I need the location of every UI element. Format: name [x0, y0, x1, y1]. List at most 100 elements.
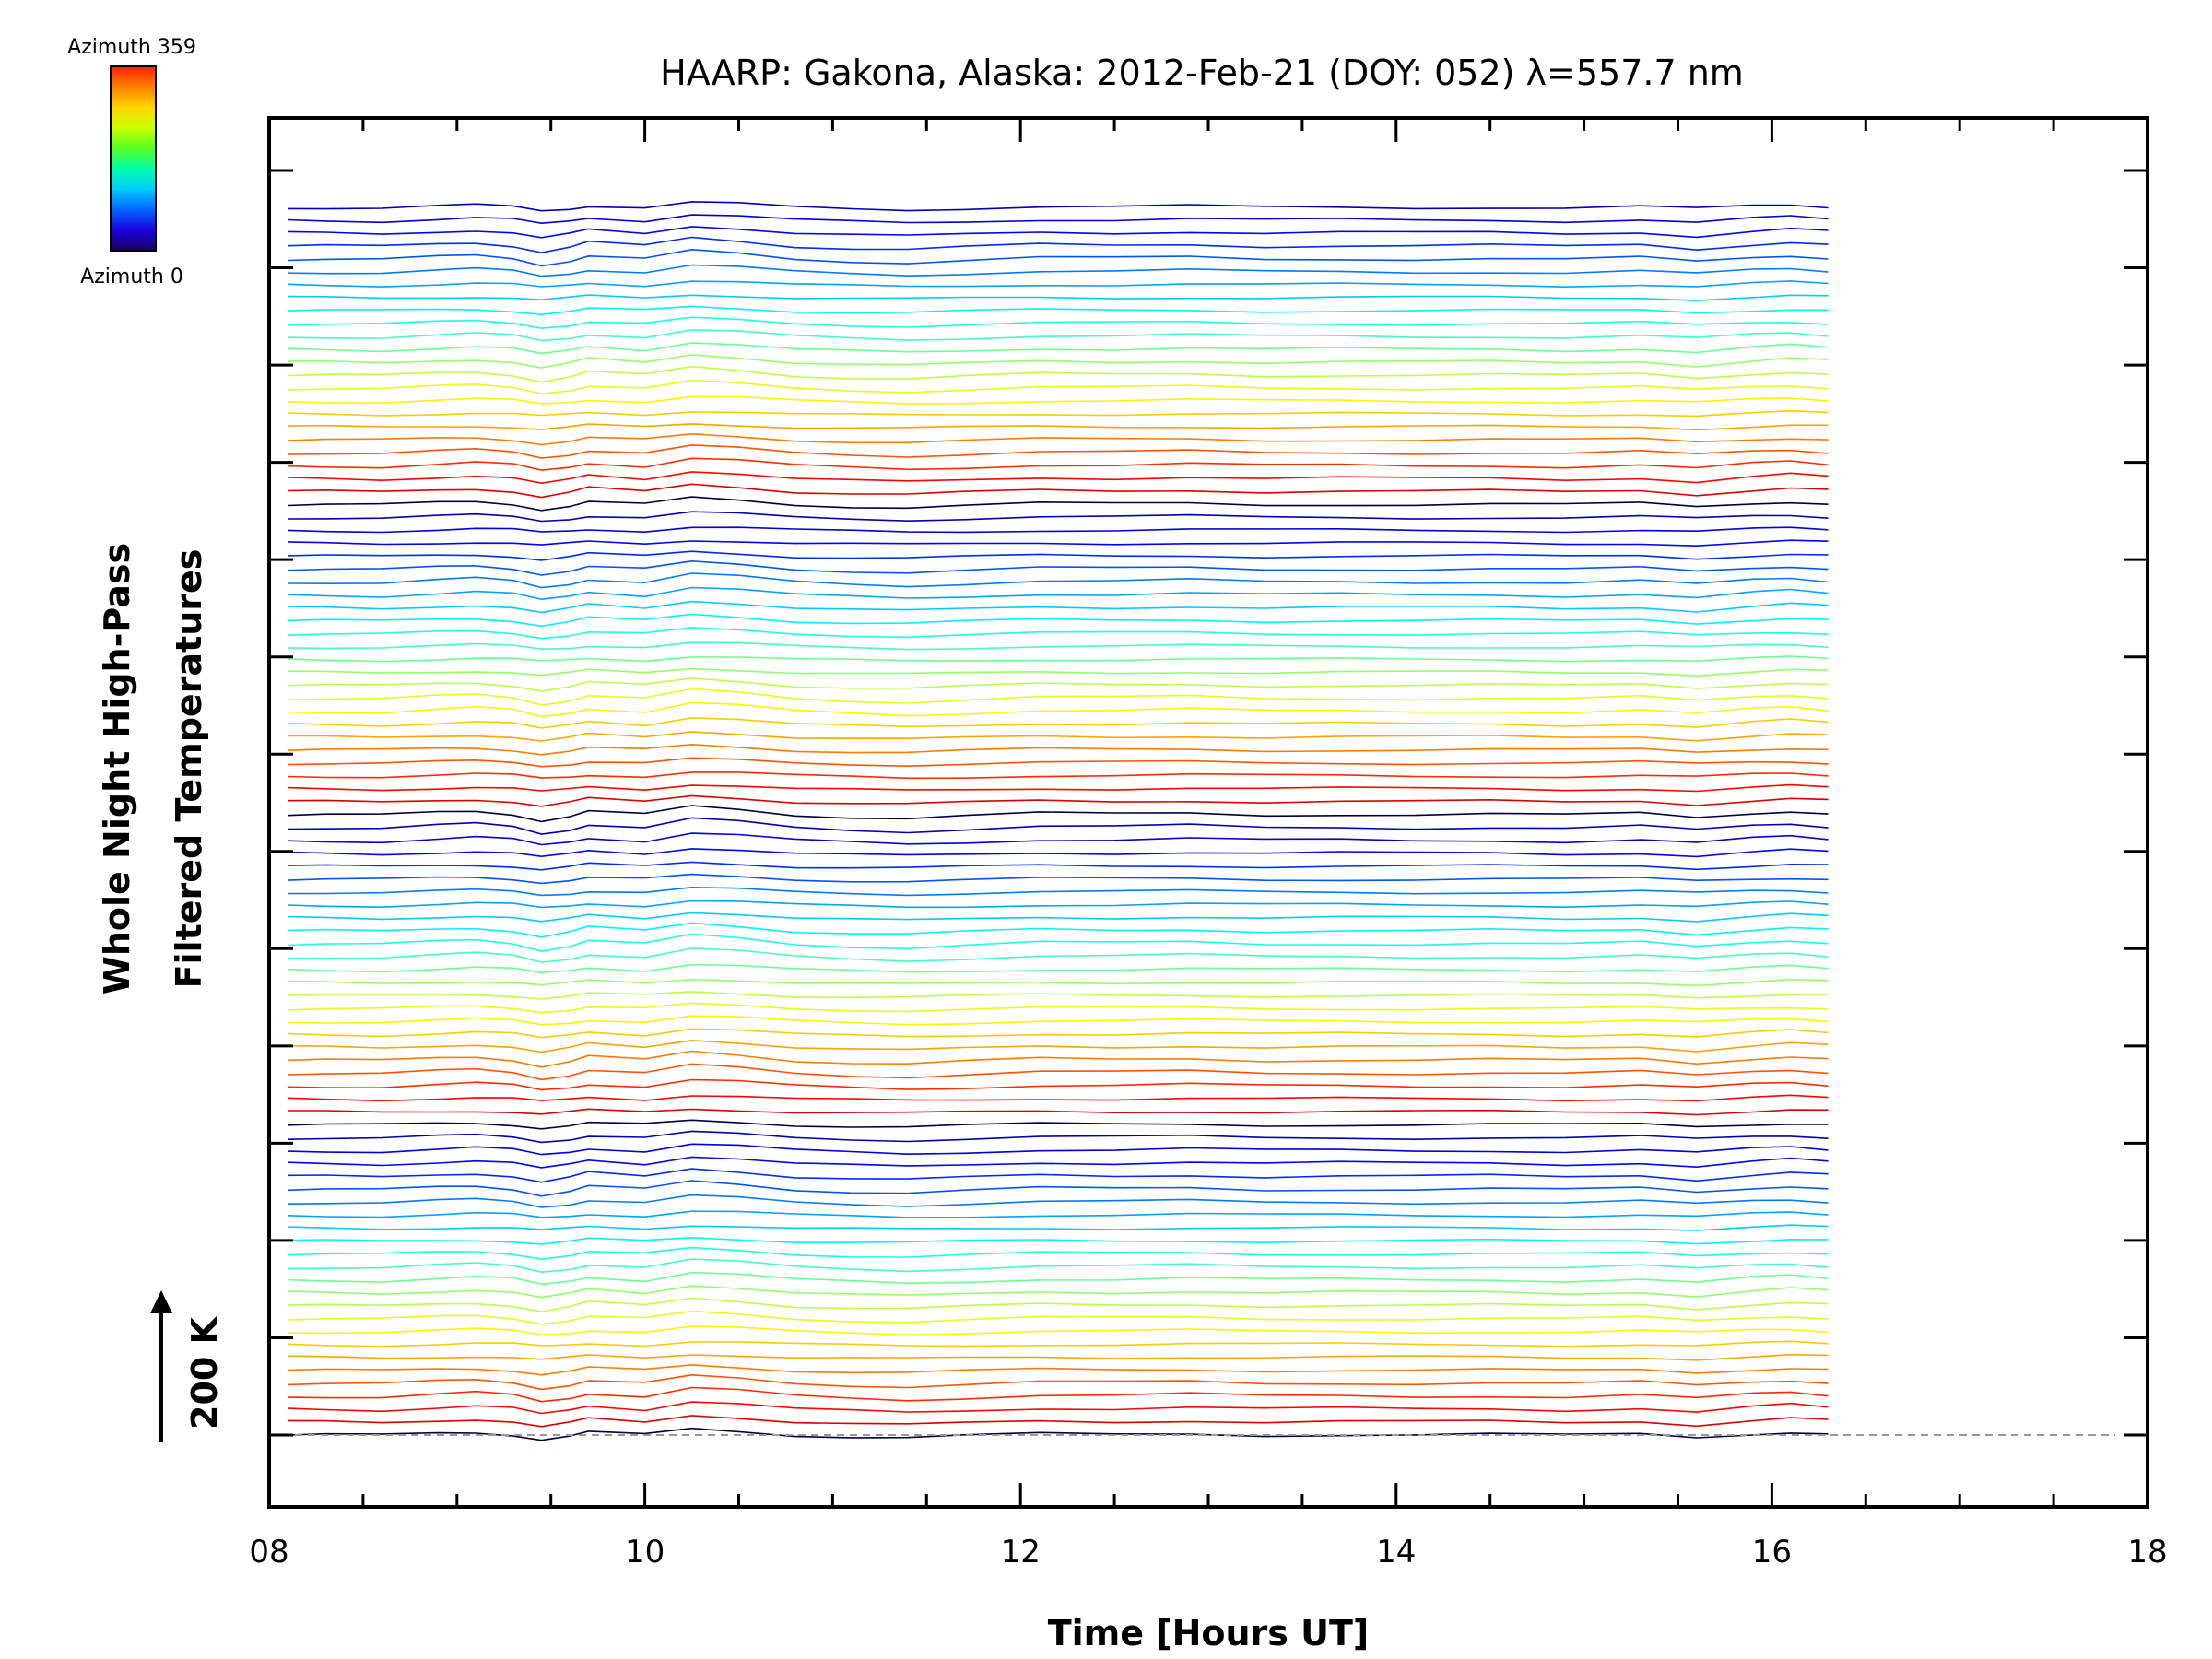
colorbar-top-label: Azimuth 359: [67, 36, 196, 59]
trace-line: [288, 248, 1829, 267]
trace-line: [288, 933, 1829, 952]
trace-line: [288, 1285, 1829, 1299]
trace-line: [288, 655, 1829, 663]
trace-line: [288, 947, 1829, 963]
chart-title: HAARP: Gakona, Alaska: 2012-Feb-21 (DOY:…: [660, 53, 1744, 93]
trace-line: [288, 226, 1829, 239]
trace-line: [288, 379, 1829, 394]
trace-line: [288, 832, 1829, 846]
x-tick-labels: 08 10 12 14 16 18: [249, 1534, 2167, 1571]
trace-line: [288, 848, 1829, 858]
trace-line: [288, 342, 1829, 355]
x-axis-ticks: [267, 118, 2149, 1507]
trace-line: [288, 1236, 1829, 1245]
trace-line: [288, 409, 1829, 418]
trace-line: [288, 922, 1829, 938]
trace-line: [288, 1224, 1829, 1231]
trace-line: [288, 677, 1829, 692]
x-tick-label: 12: [1001, 1534, 1041, 1571]
trace-line: [288, 1050, 1829, 1068]
trace-line: [288, 1143, 1829, 1156]
trace-line: [288, 432, 1829, 446]
trace-line: [288, 457, 1829, 471]
trace-line: [288, 641, 1829, 651]
trace-line: [288, 1078, 1829, 1091]
trace-line: [288, 471, 1829, 485]
x-axis-label: Time [Hours UT]: [1048, 1613, 1370, 1653]
trace-line: [288, 1130, 1829, 1144]
trace-line: [288, 1427, 1829, 1441]
trace-line: [288, 1180, 1829, 1197]
trace-line: [288, 1028, 1829, 1039]
trace-line: [288, 1094, 1829, 1102]
x-tick-label: 08: [249, 1534, 288, 1571]
plot-frame: [267, 116, 2149, 1509]
trace-line: [288, 483, 1829, 499]
trace-line: [288, 1373, 1829, 1391]
trace-line: [288, 1002, 1829, 1014]
trace-line: [288, 1325, 1829, 1336]
trace-line: [288, 817, 1829, 835]
trace-line: [288, 1039, 1829, 1053]
trace-line: [288, 354, 1829, 369]
trace-line: [288, 1246, 1829, 1260]
colorbar-gradient: [110, 65, 157, 252]
trace-line: [288, 743, 1829, 756]
colorbar-bottom-label: Azimuth 0: [80, 265, 183, 288]
trace-line: [288, 1108, 1829, 1116]
trace-line: [288, 900, 1829, 909]
trace-line: [288, 873, 1829, 885]
trace-line: [288, 1401, 1829, 1415]
trace-line: [288, 1258, 1829, 1274]
trace-line: [288, 1210, 1829, 1218]
trace-line: [288, 991, 1829, 1000]
x-tick-label: 16: [1752, 1534, 1792, 1571]
trace-line: [288, 1194, 1829, 1208]
trace-line: [288, 1156, 1829, 1169]
trace-line: [288, 236, 1829, 254]
trace-line: [288, 294, 1829, 301]
trace-line: [288, 1015, 1829, 1026]
trace-line: [288, 861, 1829, 871]
trace-line: [288, 539, 1829, 547]
trace-line: [288, 550, 1829, 561]
x-tick-label: 18: [2127, 1534, 2167, 1571]
trace-line: [288, 559, 1829, 576]
x-tick-label: 10: [625, 1534, 665, 1571]
trace-line: [288, 783, 1829, 793]
trace-line: [288, 1119, 1829, 1130]
trace-line: [288, 701, 1829, 718]
trace-line: [288, 1310, 1829, 1325]
trace-line: [288, 978, 1829, 987]
scale-bar-arrowhead: [150, 1290, 172, 1313]
trace-line: [288, 201, 1829, 212]
y-axis-label-line1: Whole Night High-Pass: [97, 543, 137, 994]
trace-line: [288, 1386, 1829, 1403]
x-tick-label: 14: [1376, 1534, 1416, 1571]
trace-line: [288, 886, 1829, 897]
trace-line: [288, 1415, 1829, 1428]
trace-line: [288, 627, 1829, 640]
scale-bar-label: 200 K: [184, 1315, 225, 1430]
trace-line: [288, 316, 1829, 329]
trace-line: [288, 1340, 1829, 1347]
trace-line: [288, 1353, 1829, 1361]
trace-line: [288, 305, 1829, 316]
azimuth-colorbar: Azimuth 359 Azimuth 0: [67, 36, 196, 288]
trace-line: [288, 771, 1829, 780]
trace-line: [288, 794, 1829, 807]
trace-line: [288, 613, 1829, 628]
trace-line: [288, 1063, 1829, 1081]
trace-line: [288, 912, 1829, 923]
trace-line: [288, 395, 1829, 405]
trace-line: [288, 264, 1829, 277]
trace-line: [288, 1168, 1829, 1183]
trace-line: [288, 963, 1829, 974]
trace-line: [288, 600, 1829, 614]
trace-line: [288, 667, 1829, 677]
trace-line: [288, 1364, 1829, 1376]
y-axis-label-line2: Filtered Temperatures: [169, 549, 209, 989]
scale-bar: 200 K: [150, 1290, 225, 1442]
trace-line: [288, 444, 1829, 459]
